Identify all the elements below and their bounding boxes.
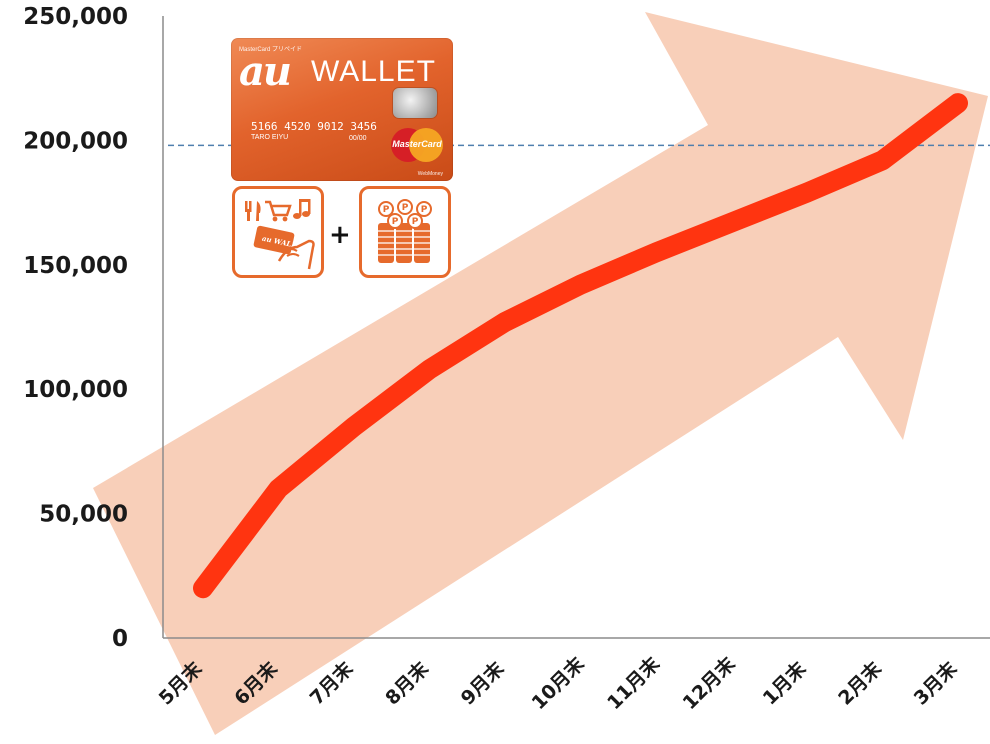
x-tick-label: 2月末 [834,656,887,709]
growth-arrow [93,12,988,735]
svg-text:P: P [421,205,428,215]
card-issuer: WebMoney [417,171,443,177]
card-hologram-icon [393,88,437,118]
svg-text:P: P [412,217,419,227]
x-tick-label: 3月末 [909,656,962,709]
card-network: MasterCard [392,139,442,149]
card-expiry: 00/00 [349,135,367,142]
card-logo-au: au [239,48,292,95]
x-tick-label: 11月末 [602,652,665,715]
x-tick-label: 9月末 [456,656,509,709]
y-tick-labels: 0 50,000 100,000 150,000 200,000 250,000 [23,4,128,652]
x-tick-label: 12月末 [678,652,741,715]
x-tick-label: 1月末 [758,656,811,709]
au-wallet-card: MasterCard プリペイド au WALLET 5166 4520 901… [231,38,453,181]
y-tick-label: 250,000 [23,4,128,30]
plus-sign: + [329,220,351,250]
y-tick-label: 50,000 [39,502,128,528]
card-holder: TARO EIYU [251,134,289,141]
x-tick-label: 8月末 [381,656,434,709]
card-number: 5166 4520 9012 3456 [251,120,377,133]
mastercard-logo-icon: MasterCard [389,128,445,162]
svg-text:P: P [392,217,399,227]
x-tick-label: 10月末 [527,652,590,715]
y-tick-label: 100,000 [23,377,128,403]
series-line [193,93,968,599]
card-brand-small: MasterCard プリペイド [239,47,303,53]
card-logo-wallet: WALLET [311,55,436,88]
y-tick-label: 150,000 [23,253,128,279]
shopping-usage-icon: au WALLET [232,186,324,278]
svg-text:P: P [402,203,409,213]
svg-text:P: P [383,205,390,215]
y-tick-label: 200,000 [23,128,128,154]
y-tick-label: 0 [112,626,128,652]
